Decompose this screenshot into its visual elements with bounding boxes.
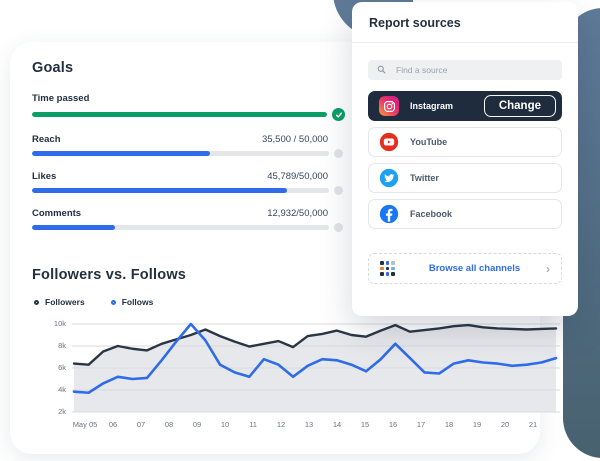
goal-value: 12,932/50,000: [267, 208, 328, 219]
x-tick: 08: [164, 420, 174, 429]
x-tick: 19: [472, 420, 482, 429]
goal-end-dot-icon: [334, 149, 343, 158]
goal-end-dot-icon: [334, 223, 343, 232]
x-tick: 16: [388, 420, 398, 429]
goal-value: 45,789/50,000: [267, 171, 328, 182]
goal-progress-fill: [32, 151, 211, 156]
y-tick: 6k: [58, 363, 66, 372]
goal-progress-fill: [32, 225, 116, 230]
x-tick: May 05: [72, 420, 98, 429]
source-search-box[interactable]: [368, 60, 562, 80]
y-tick: 10k: [53, 319, 66, 328]
x-tick: 17: [416, 420, 426, 429]
goal-row-reach: Reach 35,500 / 50,000: [32, 134, 343, 158]
browse-all-channels[interactable]: Browse all channels ›: [368, 253, 562, 284]
report-sources-title: Report sources: [369, 16, 461, 30]
instagram-icon: [379, 96, 399, 116]
goal-row-comments: Comments 12,932/50,000: [32, 208, 343, 232]
search-input[interactable]: [394, 64, 534, 76]
legend-item-follows[interactable]: Follows: [110, 297, 154, 307]
chart-legend: Followers Follows: [34, 297, 518, 307]
x-tick: 12: [276, 420, 286, 429]
followers-chart-section: Followers vs. Follows Followers Follows …: [32, 267, 560, 434]
check-circle-icon: [332, 108, 345, 121]
x-tick: 20: [500, 420, 510, 429]
follows-ring-icon: [110, 299, 116, 305]
x-tick: 18: [444, 420, 454, 429]
channel-row-instagram[interactable]: Instagram Change: [368, 91, 562, 121]
channel-name: Facebook: [410, 209, 453, 219]
channel-row-youtube[interactable]: YouTube: [368, 127, 562, 157]
x-tick: 21: [528, 420, 538, 429]
x-tick: 15: [360, 420, 370, 429]
facebook-icon: [379, 204, 399, 224]
search-icon: [377, 61, 386, 79]
goal-progress-fill: [32, 112, 327, 117]
legend-label: Followers: [45, 297, 85, 307]
goal-label: Likes: [32, 171, 57, 182]
goals-title: Goals: [32, 60, 74, 76]
chart-title: Followers vs. Follows: [32, 267, 187, 283]
y-tick: 2k: [58, 407, 66, 416]
goal-value: 35,500 / 50,000: [261, 134, 328, 145]
goal-progress-track: [32, 151, 329, 156]
x-tick: 11: [249, 420, 257, 429]
channel-row-twitter[interactable]: Twitter: [368, 163, 562, 193]
report-sources-panel: Report sources Instagram Change: [352, 2, 578, 316]
y-tick: 8k: [58, 341, 66, 350]
chevron-right-icon: ›: [546, 261, 550, 276]
twitter-icon: [379, 168, 399, 188]
channel-name: Instagram: [410, 101, 454, 111]
browse-all-channels-label: Browse all channels: [428, 263, 521, 274]
goal-label: Time passed: [32, 93, 90, 104]
x-tick: 07: [136, 420, 146, 429]
x-tick: 06: [108, 420, 118, 429]
line-chart-plot: 10k 8k 6k 4k 2k May 05 06 07 08 09 10 11 12 13 14…: [54, 319, 560, 434]
apps-grid-icon: [380, 261, 395, 276]
change-source-button[interactable]: Change: [483, 95, 556, 117]
y-tick: 4k: [58, 385, 66, 394]
channel-name: Twitter: [410, 173, 439, 183]
followers-ring-icon: [34, 299, 39, 305]
x-tick: 10: [220, 420, 230, 429]
legend-item-followers[interactable]: Followers: [34, 297, 85, 307]
goal-progress-track: [32, 188, 329, 193]
goal-row-time-passed: Time passed: [32, 93, 345, 121]
goal-row-likes: Likes 45,789/50,000: [32, 171, 343, 195]
goal-progress-track: [32, 112, 327, 117]
x-tick: 09: [192, 420, 202, 429]
x-axis-labels: May 05 06 07 08 09 10 11 12 13 14 15 16 17 18 19 20 21: [72, 420, 560, 434]
goal-end-dot-icon: [334, 186, 343, 195]
chart-canvas: [72, 322, 560, 413]
goal-label: Comments: [32, 208, 82, 219]
youtube-icon: [379, 132, 399, 152]
legend-label: Follows: [121, 297, 154, 307]
y-axis-labels: 10k 8k 6k 4k 2k: [34, 319, 66, 416]
channel-row-facebook[interactable]: Facebook: [368, 199, 562, 229]
x-tick: 13: [304, 420, 314, 429]
goal-progress-fill: [32, 188, 288, 193]
goal-progress-track: [32, 225, 329, 230]
x-tick: 14: [332, 420, 342, 429]
channel-name: YouTube: [410, 137, 448, 147]
goal-label: Reach: [32, 134, 61, 145]
report-sources-header: Report sources: [352, 2, 578, 43]
